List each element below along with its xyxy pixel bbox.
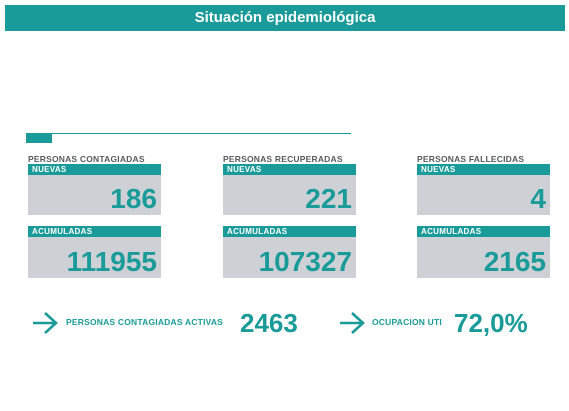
activas-label: PERSONAS CONTAGIADAS ACTIVAS <box>66 317 224 327</box>
acumuladas-card: ACUMULADAS 107327 <box>223 226 356 278</box>
acumuladas-label: ACUMULADAS <box>32 227 93 236</box>
acumuladas-value: 2165 <box>483 246 546 277</box>
acumuladas-label: ACUMULADAS <box>421 227 482 236</box>
nuevas-card: NUEVAS 186 <box>28 164 161 215</box>
uti-value: 72,0% <box>454 308 528 338</box>
nuevas-label: NUEVAS <box>32 165 67 174</box>
column-title: PERSONAS RECUPERADAS <box>223 154 343 164</box>
page-title: Situación epidemiológica <box>5 5 565 31</box>
acumuladas-value: 111955 <box>66 246 157 277</box>
column-title: PERSONAS CONTAGIADAS <box>28 154 145 164</box>
section-divider <box>26 133 351 134</box>
nuevas-value: 4 <box>530 183 546 214</box>
section-accent <box>26 133 52 143</box>
acumuladas-card: ACUMULADAS 111955 <box>28 226 161 278</box>
nuevas-card: NUEVAS 4 <box>417 164 550 215</box>
column-title: PERSONAS FALLECIDAS <box>417 154 525 164</box>
nuevas-label: NUEVAS <box>227 165 262 174</box>
acumuladas-label: ACUMULADAS <box>227 227 288 236</box>
nuevas-label: NUEVAS <box>421 165 456 174</box>
nuevas-value: 186 <box>110 183 157 214</box>
arrow-right-icon <box>33 312 58 334</box>
acumuladas-value: 107327 <box>258 246 352 277</box>
acumuladas-card: ACUMULADAS 2165 <box>417 226 550 278</box>
arrow-right-icon <box>340 312 365 334</box>
activas-value: 2463 <box>240 308 298 338</box>
nuevas-value: 221 <box>305 183 352 214</box>
uti-label: OCUPACION UTI <box>372 317 442 327</box>
nuevas-card: NUEVAS 221 <box>223 164 356 215</box>
